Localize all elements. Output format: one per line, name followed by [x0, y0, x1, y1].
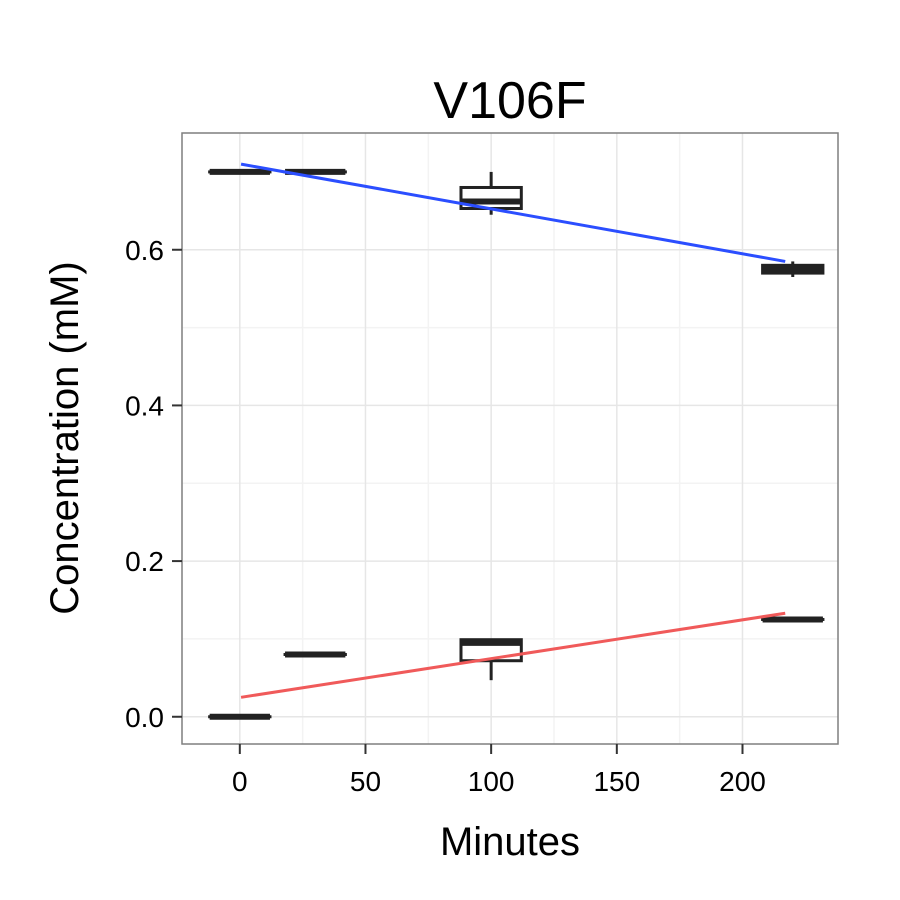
panel-border: [181, 132, 839, 745]
fit-lines: [240, 162, 786, 699]
x-tick-label: 200: [719, 766, 766, 797]
box-series-1: [761, 261, 825, 277]
y-axis-title: Concentration (mM): [43, 261, 87, 614]
x-axis-title: Minutes: [440, 820, 580, 864]
fit-line-series-2: [240, 611, 786, 699]
fit-line-series-1: [240, 162, 786, 263]
y-tick-label: 0.2: [125, 546, 164, 577]
box-plots: [208, 168, 825, 720]
x-tick-label: 0: [232, 766, 248, 797]
x-tick-label: 150: [593, 766, 640, 797]
box-series-1: [459, 171, 523, 215]
x-tick-label: 50: [350, 766, 381, 797]
axes: 0 50 100 150 200 0.0 0.2 0.4 0.6: [125, 235, 766, 797]
y-tick-label: 0.0: [125, 702, 164, 733]
y-tick-label: 0.6: [125, 235, 164, 266]
chart-title: V106F: [433, 72, 586, 130]
y-tick-label: 0.4: [125, 390, 164, 421]
plot-panel: [181, 132, 839, 745]
x-tick-label: 100: [468, 766, 515, 797]
